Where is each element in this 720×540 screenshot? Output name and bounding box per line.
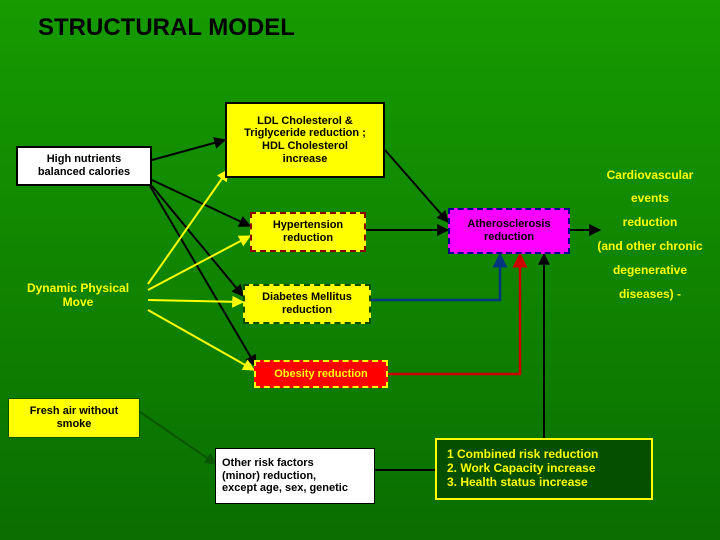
node-text-line: High nutrients xyxy=(47,153,122,166)
node-text-line: events xyxy=(631,192,669,206)
node-cardiovascular: Cardiovascular events reduction (and other … xyxy=(588,160,712,310)
node-hypertension: Hypertensionreduction xyxy=(250,212,366,252)
node-text-line: Move xyxy=(63,296,94,310)
node-obesity: Obesity reduction xyxy=(254,360,388,388)
node-text-line: reduction xyxy=(484,231,534,244)
node-fresh-air: Fresh air withoutsmoke xyxy=(8,398,140,438)
node-text-line: diseases) - xyxy=(619,288,681,302)
edge xyxy=(148,170,228,284)
node-text-line: Dynamic Physical xyxy=(27,282,129,296)
node-text-line: Hypertension xyxy=(273,219,343,232)
node-text-line: Obesity reduction xyxy=(274,368,368,381)
node-text-line: smoke xyxy=(57,418,92,431)
node-dynamic-physical: Dynamic PhysicalMove xyxy=(8,276,148,316)
node-outcomes: 1 Combined risk reduction2. Work Capacit… xyxy=(435,438,653,500)
node-text-line: Atherosclerosis xyxy=(467,218,550,231)
node-text-line: increase xyxy=(283,153,328,166)
node-text-line: 2. Work Capacity increase xyxy=(447,462,596,476)
node-other-risk-factors: Other risk factors(minor) reduction,exce… xyxy=(215,448,375,504)
node-text-line: (minor) reduction, xyxy=(222,470,316,483)
node-text-line: Triglyceride reduction ; xyxy=(244,127,366,140)
node-diabetes: Diabetes Mellitusreduction xyxy=(243,284,371,324)
node-atherosclerosis: Atherosclerosisreduction xyxy=(448,208,570,254)
node-text-line: 3. Health status increase xyxy=(447,476,588,490)
edge xyxy=(150,186,256,366)
node-text-line: 1 Combined risk reduction xyxy=(447,448,598,462)
node-ldl-cholesterol: LDL Cholesterol &Triglyceride reduction … xyxy=(225,102,385,178)
diagram-title: STRUCTURAL MODEL xyxy=(38,14,295,42)
node-text-line: reduction xyxy=(623,216,678,230)
node-text-line: Diabetes Mellitus xyxy=(262,291,352,304)
node-text-line: Other risk factors xyxy=(222,457,314,470)
node-text-line: Cardiovascular xyxy=(607,169,694,183)
edge xyxy=(148,310,254,370)
edge xyxy=(152,180,250,226)
edge xyxy=(148,300,243,302)
edge xyxy=(385,150,448,222)
edge xyxy=(140,412,216,464)
edge xyxy=(152,140,225,160)
node-text-line: reduction xyxy=(282,304,332,317)
node-text-line: LDL Cholesterol & xyxy=(257,115,353,128)
node-text-line: Fresh air without xyxy=(30,405,119,418)
edge xyxy=(148,236,250,290)
node-text-line: except age, sex, genetic xyxy=(222,482,348,495)
edge xyxy=(152,186,243,296)
node-text-line: (and other chronic xyxy=(597,240,702,254)
diagram-stage: STRUCTURAL MODEL LDL Cholesterol &Trigly… xyxy=(0,0,720,540)
edge xyxy=(388,254,520,374)
node-text-line: balanced calories xyxy=(38,166,130,179)
node-text-line: HDL Cholesterol xyxy=(262,140,348,153)
node-high-nutrients: High nutrientsbalanced calories xyxy=(16,146,152,186)
edge xyxy=(371,254,500,300)
node-text-line: reduction xyxy=(283,232,333,245)
node-text-line: degenerative xyxy=(613,264,687,278)
